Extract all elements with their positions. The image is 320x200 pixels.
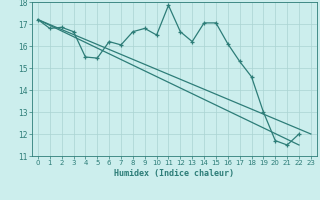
- X-axis label: Humidex (Indice chaleur): Humidex (Indice chaleur): [115, 169, 234, 178]
